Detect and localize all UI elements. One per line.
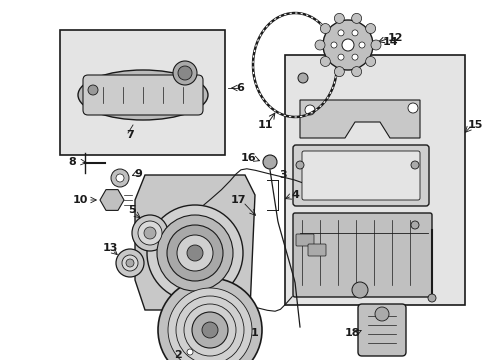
Circle shape bbox=[157, 215, 232, 291]
Text: 4: 4 bbox=[290, 190, 298, 200]
Circle shape bbox=[351, 54, 357, 60]
Circle shape bbox=[365, 23, 375, 33]
Circle shape bbox=[365, 57, 375, 67]
Circle shape bbox=[427, 294, 435, 302]
Text: 6: 6 bbox=[236, 83, 244, 93]
Circle shape bbox=[305, 105, 314, 115]
FancyBboxPatch shape bbox=[83, 75, 203, 115]
Text: 7: 7 bbox=[126, 130, 134, 140]
Circle shape bbox=[176, 296, 244, 360]
FancyBboxPatch shape bbox=[302, 151, 419, 200]
FancyBboxPatch shape bbox=[357, 304, 405, 356]
Circle shape bbox=[374, 307, 388, 321]
Circle shape bbox=[351, 13, 361, 23]
Text: 8: 8 bbox=[68, 157, 76, 167]
Circle shape bbox=[116, 249, 143, 277]
Polygon shape bbox=[299, 100, 419, 138]
Text: 11: 11 bbox=[257, 120, 272, 130]
Circle shape bbox=[147, 205, 243, 301]
Text: 1: 1 bbox=[251, 328, 258, 338]
Circle shape bbox=[158, 278, 262, 360]
Circle shape bbox=[358, 42, 364, 48]
FancyBboxPatch shape bbox=[307, 244, 325, 256]
Circle shape bbox=[168, 288, 251, 360]
Circle shape bbox=[351, 30, 357, 36]
Circle shape bbox=[410, 161, 418, 169]
Circle shape bbox=[337, 30, 343, 36]
Text: 5: 5 bbox=[128, 205, 136, 215]
Text: 16: 16 bbox=[240, 153, 255, 163]
Circle shape bbox=[178, 66, 192, 80]
Circle shape bbox=[132, 215, 168, 251]
Text: 3: 3 bbox=[279, 170, 286, 180]
FancyBboxPatch shape bbox=[295, 234, 313, 246]
Circle shape bbox=[177, 235, 213, 271]
Text: 12: 12 bbox=[386, 33, 402, 43]
Circle shape bbox=[173, 61, 197, 85]
Circle shape bbox=[370, 40, 380, 50]
Circle shape bbox=[183, 304, 236, 356]
Text: 17: 17 bbox=[230, 195, 245, 205]
Text: 18: 18 bbox=[344, 328, 359, 338]
Circle shape bbox=[167, 225, 223, 281]
Circle shape bbox=[186, 349, 193, 355]
Circle shape bbox=[138, 221, 162, 245]
Circle shape bbox=[351, 282, 367, 298]
Circle shape bbox=[334, 13, 344, 23]
Circle shape bbox=[202, 322, 218, 338]
FancyBboxPatch shape bbox=[292, 145, 428, 206]
Bar bbox=[285, 55, 464, 305]
Text: 10: 10 bbox=[72, 195, 87, 205]
Circle shape bbox=[320, 57, 330, 67]
Circle shape bbox=[297, 73, 307, 83]
Circle shape bbox=[122, 255, 138, 271]
Circle shape bbox=[407, 103, 417, 113]
Circle shape bbox=[183, 345, 197, 359]
Text: 13: 13 bbox=[102, 243, 118, 253]
Text: 14: 14 bbox=[382, 37, 397, 47]
Circle shape bbox=[192, 312, 227, 348]
Text: 9: 9 bbox=[134, 169, 142, 179]
Circle shape bbox=[330, 42, 336, 48]
Circle shape bbox=[186, 245, 203, 261]
Circle shape bbox=[351, 67, 361, 77]
Text: 15: 15 bbox=[467, 120, 482, 130]
Polygon shape bbox=[135, 175, 254, 310]
Circle shape bbox=[295, 161, 304, 169]
Circle shape bbox=[88, 85, 98, 95]
Circle shape bbox=[111, 169, 129, 187]
Bar bbox=[60, 30, 224, 155]
FancyBboxPatch shape bbox=[292, 213, 431, 297]
Circle shape bbox=[143, 227, 156, 239]
Circle shape bbox=[263, 155, 276, 169]
Circle shape bbox=[116, 174, 124, 182]
Circle shape bbox=[410, 221, 418, 229]
Circle shape bbox=[323, 20, 372, 70]
Circle shape bbox=[314, 40, 325, 50]
Text: 2: 2 bbox=[174, 350, 182, 360]
Circle shape bbox=[337, 54, 343, 60]
Circle shape bbox=[126, 259, 134, 267]
Circle shape bbox=[320, 23, 330, 33]
Ellipse shape bbox=[78, 70, 207, 120]
Circle shape bbox=[341, 39, 353, 51]
Circle shape bbox=[334, 67, 344, 77]
Polygon shape bbox=[100, 190, 124, 210]
